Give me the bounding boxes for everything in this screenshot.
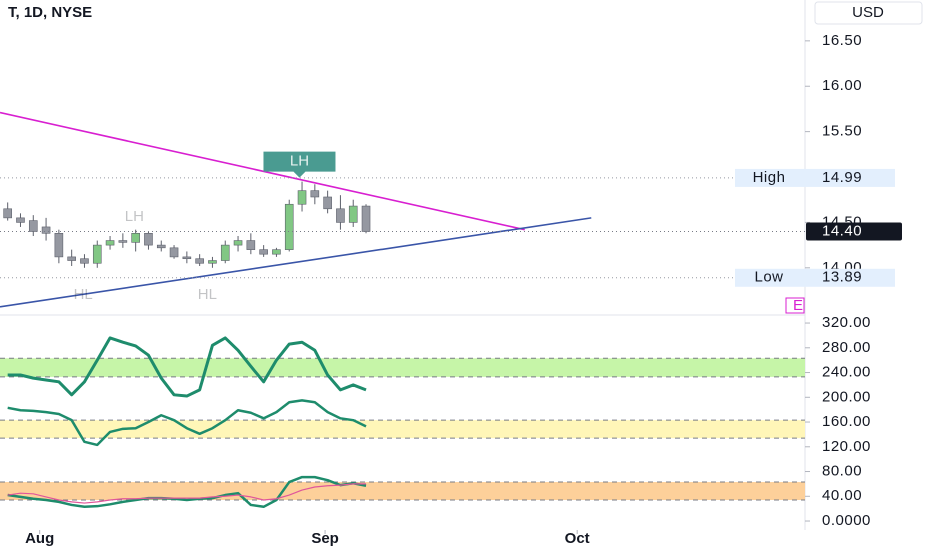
candle-body	[336, 208, 345, 223]
candle-body	[54, 232, 64, 258]
candle-body	[323, 196, 332, 210]
chart-title: T, 1D, NYSE	[8, 4, 92, 21]
indicator-line	[7, 475, 367, 509]
candle-body	[182, 256, 192, 260]
y-tick-label: 240.00	[822, 364, 871, 381]
band	[0, 358, 805, 377]
y-tick-label: 16.50	[822, 32, 862, 49]
level-label: Low	[754, 269, 783, 286]
candle-body	[3, 208, 12, 219]
annotation: HL	[74, 286, 93, 303]
indicator-line	[7, 483, 367, 504]
candle-body	[272, 249, 281, 255]
candle-body	[297, 190, 307, 205]
annotation: LH	[125, 208, 144, 225]
candle-body	[156, 244, 166, 249]
flag-box	[785, 297, 805, 314]
candle-body	[246, 240, 256, 250]
level-label-box	[735, 268, 895, 287]
y-tick-label: 200.00	[822, 388, 871, 405]
level-value: 14.99	[822, 169, 862, 186]
indicator-line	[7, 336, 367, 398]
candle-body	[28, 220, 38, 232]
candle-body	[67, 256, 76, 261]
y-tick-label: 15.50	[822, 123, 862, 140]
trendline	[0, 111, 525, 231]
candle-body	[16, 217, 25, 223]
candle-body	[208, 260, 217, 264]
y-tick-label: 0.0000	[822, 512, 871, 529]
currency-box[interactable]	[814, 1, 923, 25]
y-tick-label: 120.00	[822, 438, 871, 455]
y-tick-label: 16.00	[822, 77, 862, 94]
level-label-box	[735, 168, 895, 187]
level-label: High	[753, 169, 786, 186]
candle-body	[233, 240, 243, 246]
candle-body	[92, 244, 102, 264]
candle-body	[169, 247, 179, 258]
x-tick-label: Sep	[311, 530, 339, 547]
candle-body	[284, 203, 294, 250]
annotation: LH	[290, 153, 309, 170]
currency: USD	[852, 4, 884, 21]
last-price: 14.40	[822, 222, 862, 239]
candle-body	[41, 226, 51, 234]
candle-body	[131, 232, 140, 243]
candle-body	[195, 258, 204, 264]
trendline	[0, 217, 592, 308]
candle-body	[348, 205, 358, 223]
annotation-badge	[263, 151, 336, 178]
candle-body	[144, 232, 153, 246]
indicator-line	[7, 399, 367, 447]
candle-body	[361, 205, 371, 232]
y-tick-label: 320.00	[822, 314, 871, 331]
flag: E	[793, 297, 803, 314]
x-tick-label: Oct	[565, 530, 590, 547]
candle-body	[259, 249, 268, 255]
band	[0, 482, 805, 500]
candle-body	[220, 244, 230, 261]
candle-body	[310, 190, 320, 198]
level-value: 13.89	[822, 269, 862, 286]
x-tick-label: Aug	[25, 530, 54, 547]
candle-body	[80, 258, 89, 264]
annotation: HL	[198, 286, 217, 303]
last-price-box	[806, 222, 902, 241]
y-tick-label: 160.00	[822, 413, 871, 430]
candle-body	[118, 240, 128, 243]
y-tick-label: 280.00	[822, 339, 871, 356]
y-tick-label: 40.00	[822, 487, 862, 504]
candle-body	[105, 240, 115, 246]
y-tick-label: 80.00	[822, 463, 862, 480]
